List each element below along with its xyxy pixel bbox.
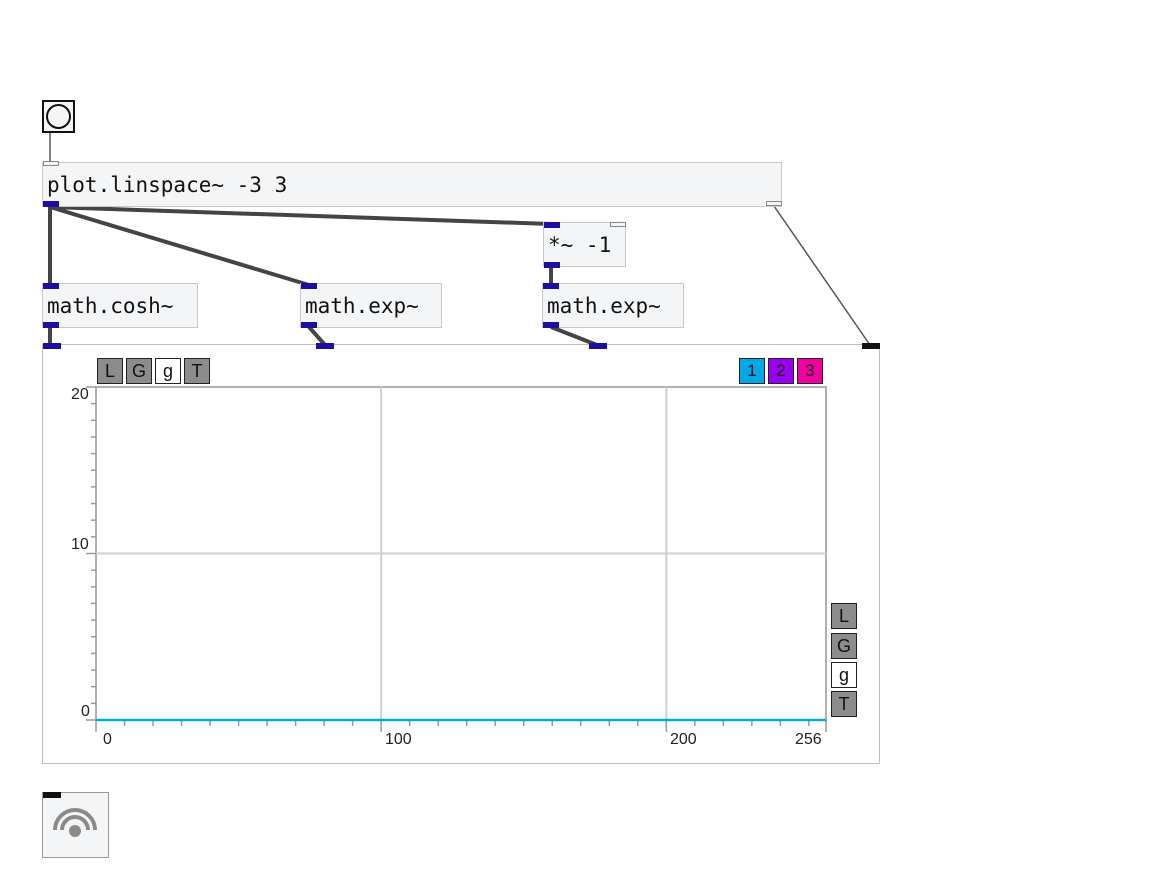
exp-text-2: math.exp~ [547,293,661,318]
linspace-control-outlet[interactable] [766,201,782,206]
linspace-text: plot.linspace~ -3 3 [47,172,288,197]
multiply-text: *~ -1 [548,232,612,257]
linspace-outlet[interactable] [43,201,59,207]
exp-text-1: math.exp~ [305,293,419,318]
y-tick-label-10: 10 [71,536,89,553]
speaker-icon [53,808,97,837]
cosh-outlet[interactable] [43,322,59,328]
cord-linspace-exp1 [49,205,310,287]
exp-object-1[interactable]: math.exp~ [300,283,442,328]
top-toggle-ticks[interactable]: T [184,358,210,384]
bang-button[interactable] [42,100,75,133]
multiply-object[interactable]: *~ -1 [543,222,626,267]
y-tick-label-0: 0 [81,703,90,720]
cord-linspace-mul [49,205,552,226]
cord-linspace-plot-ctl [773,205,871,346]
exp1-outlet[interactable] [301,322,317,328]
x-tick-label-256: 256 [795,731,822,748]
side-toggle-ticks[interactable]: T [831,691,857,717]
linspace-object[interactable]: plot.linspace~ -3 3 [42,162,782,207]
series-button-1[interactable]: 1 [739,358,765,384]
side-toggle-subgrid[interactable]: g [831,662,857,688]
exp1-inlet[interactable] [301,283,317,289]
plot-inlet-1[interactable] [43,343,61,349]
multiply-outlet[interactable] [544,262,560,268]
multiply-inlet-right[interactable] [610,222,626,227]
side-toggle-grid[interactable]: G [831,633,857,659]
top-toggle-subgrid[interactable]: g [155,358,181,384]
plot-inlet-2[interactable] [316,343,334,349]
x-tick-label-200: 200 [670,731,697,748]
multiply-inlet-left[interactable] [544,222,560,228]
cord-exp1-plot [307,325,327,347]
series-button-3[interactable]: 3 [797,358,823,384]
cosh-text: math.cosh~ [47,293,174,318]
exp-object-2[interactable]: math.exp~ [542,283,684,328]
x-tick-label-0: 0 [103,731,112,748]
exp2-outlet[interactable] [543,322,559,328]
x-tick-label-100: 100 [385,731,412,748]
y-tick-label-20: 20 [71,386,89,403]
series-button-2[interactable]: 2 [768,358,794,384]
top-toggle-log[interactable]: L [97,358,123,384]
cord-exp2-plot [550,325,598,347]
plot-control-inlet[interactable] [862,343,880,349]
linspace-inlet[interactable] [43,161,59,166]
cosh-object[interactable]: math.cosh~ [42,283,198,328]
side-toggle-log[interactable]: L [831,603,857,629]
plot-inlet-3[interactable] [589,343,607,349]
cosh-inlet[interactable] [43,283,59,289]
top-toggle-grid[interactable]: G [126,358,152,384]
exp2-inlet[interactable] [543,283,559,289]
dac-speaker-object[interactable] [42,792,109,858]
dac-inlet[interactable] [43,792,61,798]
